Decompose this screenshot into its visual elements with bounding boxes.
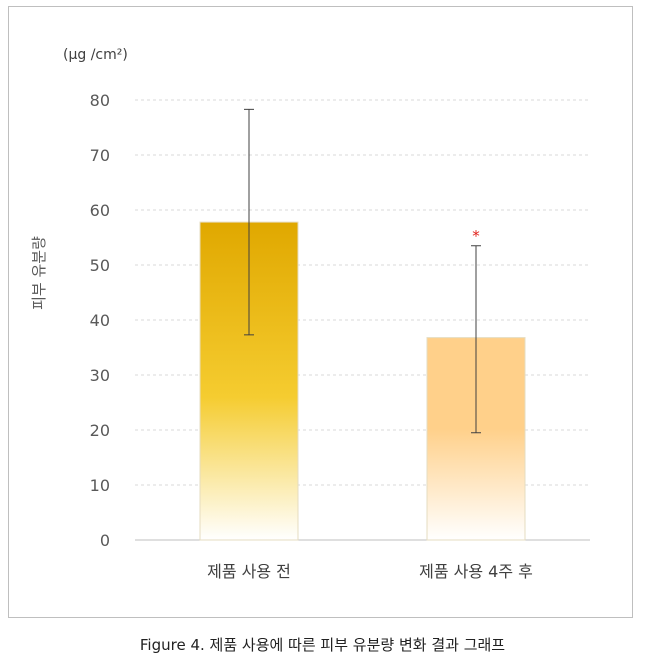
y-tick-label: 60 bbox=[90, 201, 110, 220]
significance-marker: * bbox=[472, 227, 480, 245]
y-tick-label: 50 bbox=[90, 256, 110, 275]
y-tick-label: 40 bbox=[90, 311, 110, 330]
figure-caption: Figure 4. 제품 사용에 따른 피부 유분량 변화 결과 그래프 bbox=[139, 636, 506, 654]
y-tick-label: 20 bbox=[90, 421, 110, 440]
x-category-label: 제품 사용 4주 후 bbox=[419, 562, 533, 581]
y-axis-label: 피부 유분량 bbox=[30, 236, 48, 310]
y-tick-label: 0 bbox=[100, 531, 110, 550]
unit-label: (μg /cm²) bbox=[63, 47, 128, 63]
y-tick-label: 30 bbox=[90, 366, 110, 385]
bar-chart: (μg /cm²) 피부 유분량 * 0 10 20 30 40 50 60 70 80 제품 … bbox=[30, 47, 590, 581]
y-tick-label: 80 bbox=[90, 91, 110, 110]
chart-frame bbox=[8, 6, 633, 618]
x-category-label: 제품 사용 전 bbox=[207, 562, 291, 581]
y-tick-label: 70 bbox=[90, 146, 110, 165]
y-tick-label: 10 bbox=[90, 476, 110, 495]
